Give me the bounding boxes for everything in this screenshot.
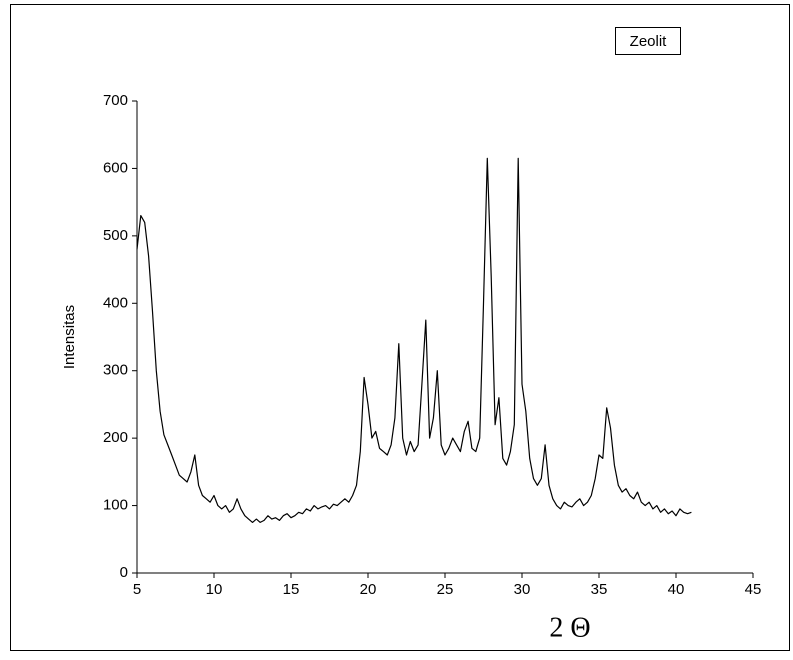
x-axis-label: 2 Θ <box>549 612 590 643</box>
x-tick-label: 35 <box>591 581 608 598</box>
x-tick-label: 15 <box>283 581 300 598</box>
x-tick-label: 45 <box>745 581 762 598</box>
frame <box>10 4 790 651</box>
y-tick-label: 0 <box>120 564 128 581</box>
x-tick-label: 10 <box>206 581 223 598</box>
legend-label: Zeolit <box>630 33 668 50</box>
y-tick-label: 300 <box>103 362 128 379</box>
y-tick-label: 100 <box>103 497 128 514</box>
x-tick-label: 40 <box>668 581 685 598</box>
x-tick-label: 5 <box>133 581 141 598</box>
y-tick-label: 400 <box>103 294 128 311</box>
y-tick-label: 600 <box>103 159 128 176</box>
y-tick-label: 700 <box>103 92 128 109</box>
data-line <box>136 157 692 523</box>
y-tick-label: 500 <box>103 227 128 244</box>
y-axis-label: Intensitas <box>61 305 78 369</box>
y-tick-label: 200 <box>103 429 128 446</box>
legend-box <box>615 27 681 55</box>
x-tick-label: 30 <box>514 581 531 598</box>
x-tick-label: 25 <box>437 581 454 598</box>
x-tick-label: 20 <box>360 581 377 598</box>
